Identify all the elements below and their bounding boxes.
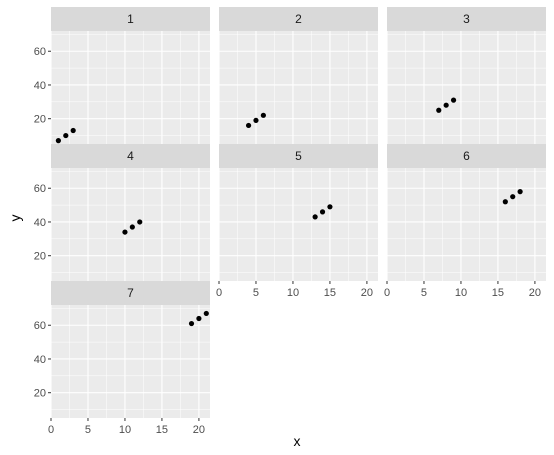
x-tick-label: 0	[216, 287, 222, 299]
y-tick-label: 20	[34, 388, 46, 400]
x-tick-label: 10	[455, 287, 467, 299]
facet-strip	[387, 144, 546, 168]
x-tick-label: 20	[193, 424, 205, 436]
facet-strip-label: 1	[127, 12, 134, 26]
panel-background	[51, 31, 210, 144]
y-tick-label: 20	[34, 251, 46, 263]
facet-strip	[387, 7, 546, 31]
y-tick-label: 40	[34, 80, 46, 92]
x-tick-label: 20	[529, 287, 541, 299]
facet-strip-label: 3	[463, 12, 470, 26]
x-tick-label: 0	[384, 287, 390, 299]
data-point	[260, 112, 266, 118]
data-point	[137, 219, 143, 225]
data-point	[245, 122, 252, 129]
facet-strip-label: 2	[295, 12, 302, 26]
facet-strip	[51, 144, 210, 168]
data-point	[450, 97, 457, 103]
panel-background	[219, 31, 378, 144]
x-tick-label: 10	[287, 287, 299, 299]
data-point	[55, 138, 61, 144]
data-point	[436, 107, 442, 113]
data-point	[70, 127, 76, 134]
facet-strip-label: 7	[127, 286, 134, 300]
facet-strip	[219, 7, 378, 31]
y-tick-label: 60	[34, 320, 46, 332]
data-point	[129, 224, 135, 230]
facet-strip-label: 4	[127, 149, 134, 163]
data-point	[327, 204, 333, 210]
x-tick-label: 20	[361, 287, 373, 299]
facet-strip-label: 5	[295, 149, 302, 163]
data-point	[443, 102, 449, 108]
data-point	[63, 132, 69, 139]
data-point	[203, 310, 209, 317]
y-tick-label: 40	[34, 217, 46, 229]
data-point	[517, 189, 523, 195]
y-axis-title: y	[7, 215, 23, 222]
data-point	[502, 199, 508, 205]
y-tick-label: 20	[34, 114, 46, 126]
y-tick-label: 40	[34, 354, 46, 366]
x-tick-label: 15	[492, 287, 504, 299]
x-tick-label: 15	[156, 424, 168, 436]
data-point	[122, 229, 128, 235]
x-tick-label: 5	[421, 287, 427, 299]
panel-background	[51, 168, 210, 281]
x-tick-label: 15	[324, 287, 336, 299]
panel-background	[51, 305, 210, 418]
x-tick-label: 5	[253, 287, 259, 299]
panel-background	[387, 168, 546, 281]
data-point	[319, 209, 326, 215]
facet-strip-label: 6	[463, 149, 470, 163]
x-tick-label: 5	[85, 424, 91, 436]
data-point	[188, 320, 195, 327]
facet-strip	[219, 144, 378, 168]
y-tick-label: 60	[34, 183, 46, 195]
facet-strip	[51, 7, 210, 31]
x-tick-label: 10	[119, 424, 131, 436]
data-point	[196, 315, 202, 322]
data-point	[253, 117, 259, 123]
x-tick-label: 0	[48, 424, 54, 436]
y-tick-label: 60	[34, 46, 46, 58]
x-axis-title: x	[294, 433, 301, 449]
facet-strip	[51, 281, 210, 305]
panel-background	[387, 31, 546, 144]
data-point	[510, 194, 516, 200]
data-point	[312, 214, 318, 220]
panel-background	[219, 168, 378, 281]
